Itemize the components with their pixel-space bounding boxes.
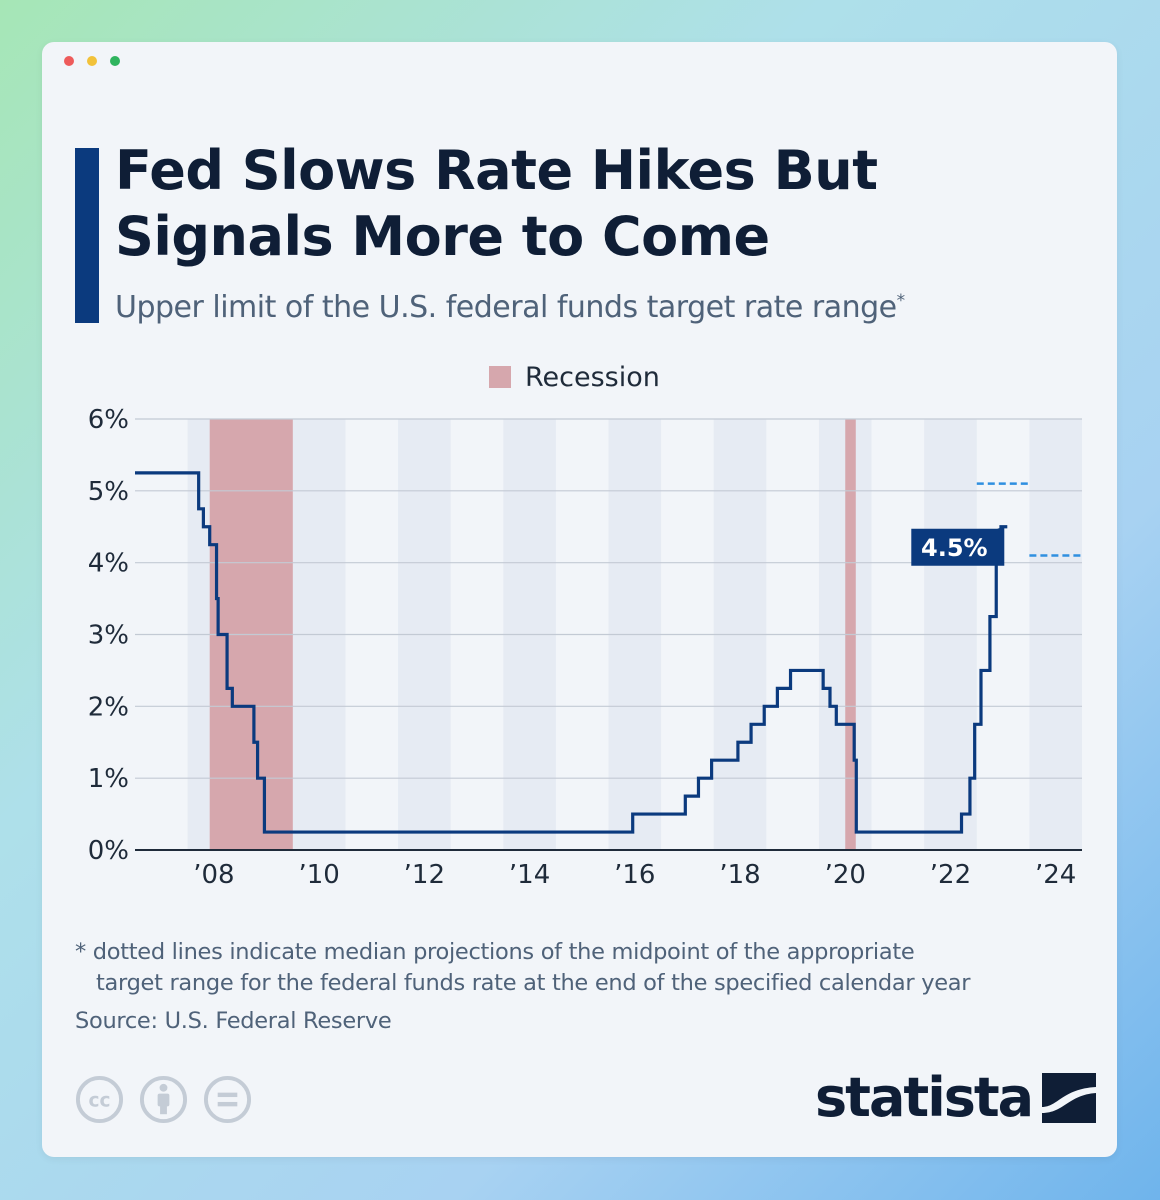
- y-tick-label: 6%: [88, 405, 129, 435]
- x-tick-label: ’18: [719, 860, 760, 890]
- no-derivatives-icon[interactable]: [203, 1075, 252, 1124]
- x-tick-label: ’12: [404, 860, 445, 890]
- chart-subtitle: Upper limit of the U.S. federal funds ta…: [115, 290, 905, 325]
- x-tick-label: ’22: [930, 860, 971, 890]
- y-tick-label: 4%: [88, 549, 129, 579]
- y-tick-label: 5%: [88, 477, 129, 507]
- x-tick-label: ’08: [193, 860, 234, 890]
- brand-name: statista: [815, 1066, 1034, 1129]
- y-tick-label: 2%: [88, 692, 129, 722]
- creative-commons-icon[interactable]: cc: [75, 1075, 124, 1124]
- statista-logo[interactable]: statista: [815, 1066, 1097, 1129]
- legend-recession-label: Recession: [525, 362, 660, 393]
- minimize-dot-icon[interactable]: [87, 56, 97, 66]
- callout-label: 4.5%: [921, 534, 988, 562]
- chart-title: Fed Slows Rate Hikes But Signals More to…: [115, 139, 878, 268]
- x-tick-label: ’14: [509, 860, 550, 890]
- subtitle-footnote-mark: *: [896, 291, 906, 311]
- chart-card: Fed Slows Rate Hikes But Signals More to…: [42, 42, 1117, 1157]
- footnote-line-2: target range for the federal funds rate …: [96, 970, 971, 996]
- license-icons: cc: [75, 1075, 252, 1124]
- source-note: Source: U.S. Federal Reserve: [75, 1008, 392, 1034]
- statista-mark-icon: [1042, 1072, 1097, 1123]
- close-dot-icon[interactable]: [64, 56, 74, 66]
- attribution-icon[interactable]: [139, 1075, 188, 1124]
- callout-box: [911, 526, 1005, 566]
- rate-chart: 0% 1% 2% 3% 4% 5% 6% ’08 ’10 ’12 ’14 ’16 ’18 ’20 ’22 ’2…: [88, 362, 1082, 890]
- y-tick-label: 3%: [88, 621, 129, 651]
- footnote: * dotted lines indicate median projectio…: [75, 937, 970, 999]
- rate-line: [135, 471, 1008, 834]
- window-dots: [64, 56, 120, 66]
- x-tick-label: ’24: [1035, 860, 1076, 890]
- y-tick-label: 0%: [88, 836, 129, 866]
- footnote-line-1: * dotted lines indicate median projectio…: [75, 939, 915, 965]
- x-tick-label: ’20: [825, 860, 866, 890]
- y-tick-label: 1%: [88, 764, 129, 794]
- subtitle-text: Upper limit of the U.S. federal funds ta…: [115, 290, 897, 325]
- x-tick-label: ’16: [614, 860, 655, 890]
- x-tick-label: ’10: [298, 860, 339, 890]
- legend-recession-swatch: [489, 366, 511, 388]
- title-accent-bar: [75, 148, 99, 323]
- svg-text:cc: cc: [88, 1090, 110, 1111]
- maximize-dot-icon[interactable]: [110, 56, 120, 66]
